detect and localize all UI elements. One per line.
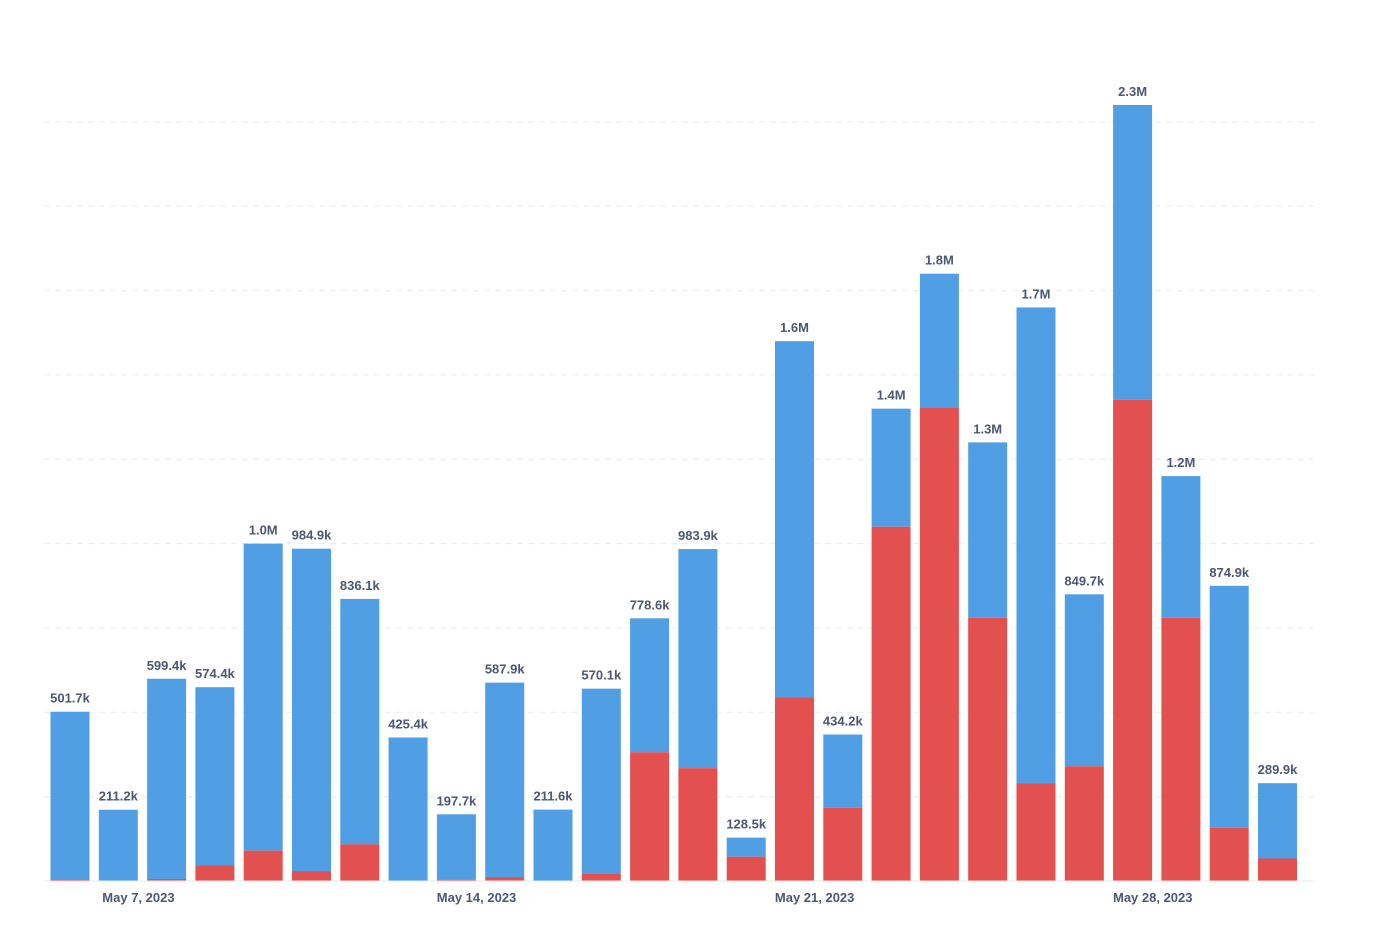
bar-segment-red[interactable] [823, 807, 863, 881]
bar-segment-red[interactable] [292, 871, 331, 881]
bar-total-label: 501.7k [50, 691, 91, 706]
bar-segment-red[interactable] [1258, 858, 1297, 881]
bar-total-label: 1.2M [1166, 455, 1195, 470]
bar-segment-blue[interactable] [485, 682, 525, 878]
bar-total-label: 2.3M [1118, 84, 1147, 99]
bar-total-label: 570.1k [581, 668, 622, 683]
bar-segment-red[interactable] [243, 850, 283, 881]
bar-total-label: 599.4k [147, 658, 188, 673]
bar-segment-blue[interactable] [147, 678, 187, 879]
bar-total-label: 289.9k [1258, 762, 1299, 777]
bar-segment-red[interactable] [581, 873, 621, 881]
total-labels: 501.7k 211.2k 599.4k 574.4k 1.0M 984.9k 836.1k… [50, 84, 1298, 832]
bar-segment-red[interactable] [678, 768, 718, 881]
bar-total-label: 574.4k [195, 666, 236, 681]
bar-total-label: 211.2k [99, 789, 139, 804]
bar-segment-blue[interactable] [50, 711, 90, 880]
bar-segment-blue[interactable] [292, 548, 331, 872]
bar-segment-blue[interactable] [1161, 476, 1201, 618]
bar-segment-blue[interactable] [726, 837, 766, 857]
x-tick-label: May 7, 2023 [102, 890, 174, 905]
bar-total-label: 1.8M [925, 253, 954, 268]
bar-segment-blue[interactable] [533, 809, 573, 881]
bar-segment-red[interactable] [436, 879, 476, 881]
bar-segment-blue[interactable] [919, 273, 959, 408]
bar-segment-red[interactable] [726, 856, 766, 881]
bar-segment-red[interactable] [630, 752, 670, 881]
bar-segment-red[interactable] [775, 697, 814, 881]
x-tick-label: May 21, 2023 [775, 890, 855, 905]
x-axis-ticks: May 7, 2023 May 14, 2023 May 21, 2023 May 2… [102, 890, 1192, 905]
bar-total-label: 1.7M [1022, 286, 1051, 301]
bar-segment-blue[interactable] [630, 618, 670, 753]
bar-segment-blue[interactable] [968, 442, 1008, 618]
bar-total-label: 425.4k [388, 716, 429, 731]
bar-segment-blue[interactable] [98, 809, 138, 881]
bar-segment-red[interactable] [1016, 783, 1056, 881]
bar-segment-red[interactable] [1209, 827, 1249, 881]
bar-total-label: 874.9k [1209, 565, 1250, 580]
bar-total-label: 587.9k [485, 662, 526, 677]
bar-total-label: 1.3M [973, 421, 1002, 436]
bar-segment-blue[interactable] [195, 687, 235, 866]
bar-total-label: 1.4M [877, 388, 906, 403]
bar-segment-blue[interactable] [775, 341, 814, 698]
bar-segment-blue[interactable] [243, 543, 283, 851]
bar-segment-red[interactable] [147, 878, 187, 881]
bar-total-label: 836.1k [340, 578, 381, 593]
bar-segment-blue[interactable] [388, 737, 428, 881]
bar-total-label: 849.7k [1064, 573, 1105, 588]
bar-segment-red[interactable] [919, 407, 959, 881]
bar-segment-blue[interactable] [436, 814, 476, 880]
bar-segment-red[interactable] [195, 865, 235, 881]
bar-segment-red[interactable] [871, 526, 911, 881]
bar-total-label: 197.7k [437, 793, 478, 808]
bar-segment-red[interactable] [50, 879, 90, 881]
bar-segment-blue[interactable] [1113, 105, 1153, 400]
x-tick-label: May 28, 2023 [1113, 890, 1193, 905]
bar-segment-red[interactable] [1064, 766, 1104, 881]
bar-segment-blue[interactable] [1064, 594, 1104, 767]
bar-segment-blue[interactable] [678, 549, 718, 769]
bar-total-label: 778.6k [630, 597, 671, 612]
bar-segment-red[interactable] [1161, 617, 1201, 881]
bars [50, 105, 1297, 881]
bar-total-label: 984.9k [292, 528, 333, 543]
bar-total-label: 1.6M [780, 320, 809, 335]
bar-segment-blue[interactable] [1258, 783, 1297, 859]
bar-total-label: 983.9k [678, 528, 719, 543]
bar-total-label: 128.5k [726, 817, 767, 832]
bar-segment-blue[interactable] [1016, 307, 1056, 784]
bar-total-label: 211.6k [533, 789, 573, 804]
bar-segment-red[interactable] [968, 617, 1008, 881]
bar-total-label: 434.2k [823, 714, 864, 729]
bar-total-label: 1.0M [249, 523, 278, 538]
bar-segment-red[interactable] [1113, 399, 1153, 881]
bar-segment-blue[interactable] [1209, 585, 1249, 828]
bar-segment-blue[interactable] [823, 734, 863, 808]
bar-segment-blue[interactable] [340, 598, 380, 845]
bar-segment-red[interactable] [340, 844, 380, 881]
bar-segment-blue[interactable] [581, 688, 621, 874]
bar-segment-blue[interactable] [871, 408, 911, 527]
x-tick-label: May 14, 2023 [437, 890, 517, 905]
bar-segment-red[interactable] [485, 877, 525, 881]
